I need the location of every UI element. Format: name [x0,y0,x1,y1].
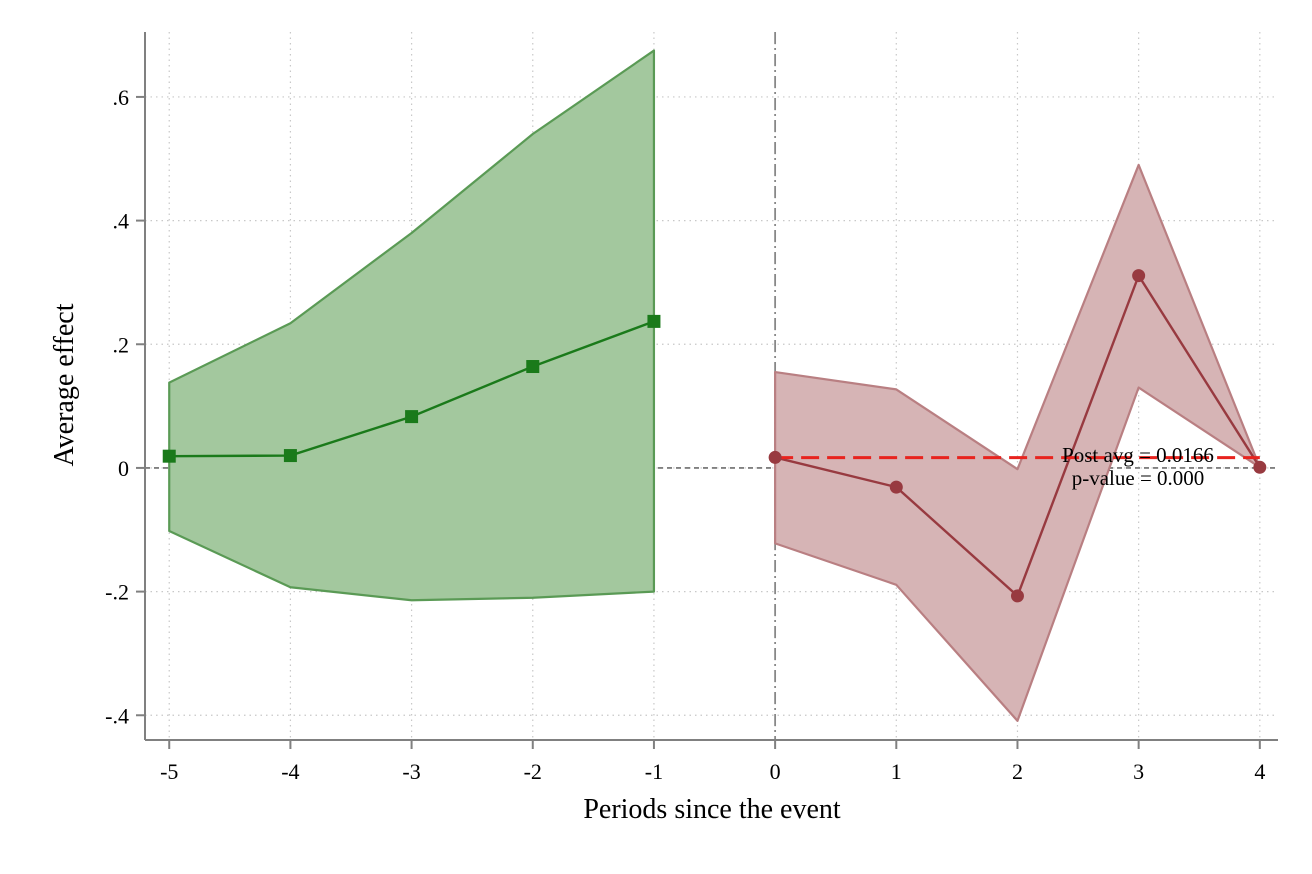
data-point-marker [405,410,419,424]
y-axis-title: Average effect [49,303,80,466]
x-tick-label: -3 [402,759,420,784]
axes [136,32,1278,749]
data-point-marker [1010,589,1024,603]
tick-labels: -5 -4 -3 -2 -1 0 1 2 3 4 -.4 -.2 0 .2 .4 .6 [105,85,1265,784]
y-tick-label: 0 [118,456,129,481]
post-average-label: Post avg = 0.0166 [1062,443,1214,467]
x-tick-label: -4 [281,759,299,784]
series-markers [162,269,1267,603]
confidence-bands [168,49,1261,722]
data-point-marker [889,480,903,494]
data-point-marker [647,314,661,328]
x-tick-label: 0 [770,759,781,784]
x-axis-title: Periods since the event [583,794,841,825]
x-tick-label: 4 [1254,759,1265,784]
data-point-marker [283,449,297,463]
x-tick-label: -2 [524,759,542,784]
x-tick-label: -1 [645,759,663,784]
data-point-marker [162,449,176,463]
p-value-label: p-value = 0.000 [1072,466,1205,490]
x-tick-label: 1 [891,759,902,784]
confidence-band [774,163,1261,722]
x-tick-label: -5 [160,759,178,784]
y-tick-label: -.2 [105,580,129,605]
x-tick-label: 2 [1012,759,1023,784]
data-point-marker [768,450,782,464]
data-point-marker [1132,269,1146,283]
data-point-marker [526,360,540,374]
y-tick-label: .2 [113,332,130,357]
y-tick-label: -.4 [105,703,129,728]
y-tick-label: .6 [113,85,130,110]
x-tick-label: 3 [1133,759,1144,784]
data-point-marker [1253,460,1267,474]
y-tick-label: .4 [113,209,130,234]
confidence-band [168,49,656,602]
